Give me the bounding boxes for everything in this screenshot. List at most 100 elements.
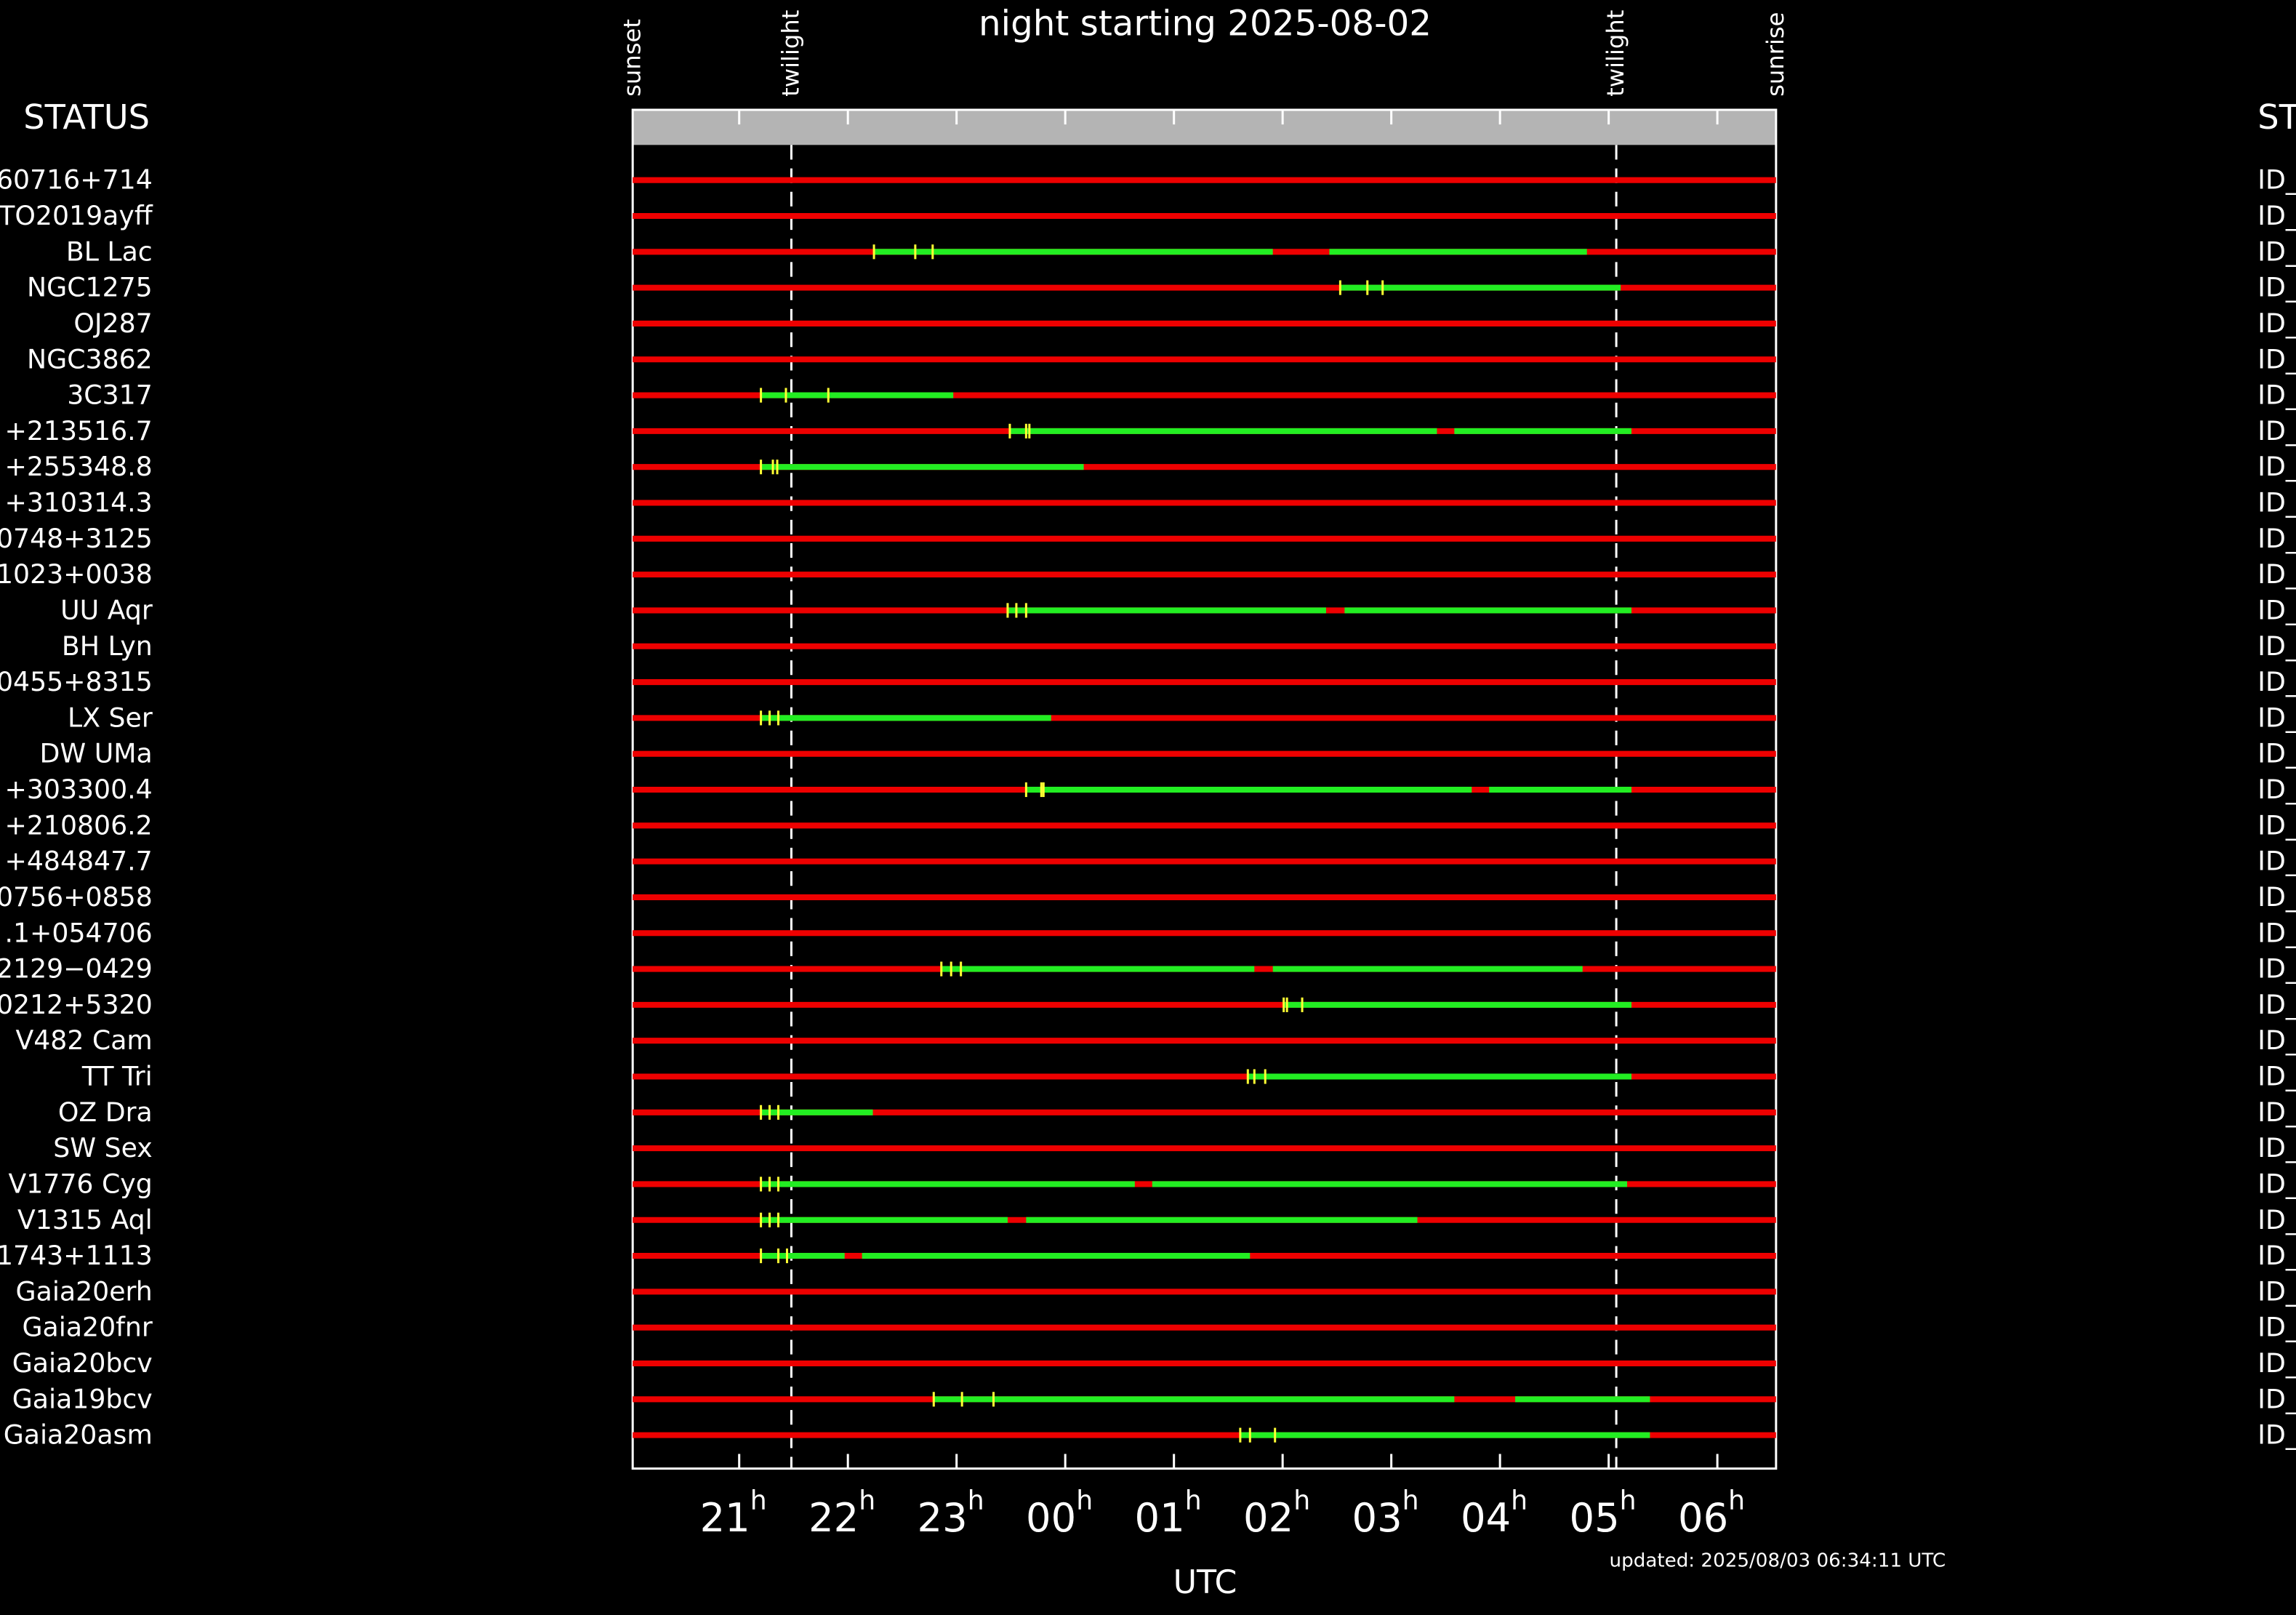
row-id: ID_ [2257, 989, 2296, 1020]
x-tick-unit: h [1511, 1485, 1528, 1516]
x-tick-value: 00 [1026, 1495, 1076, 1541]
event-label: sunset [618, 19, 646, 97]
x-tick-label: 23h [918, 1485, 984, 1541]
row-id: ID_ [2257, 1204, 2296, 1235]
segment [1340, 284, 1621, 291]
x-tick-unit: h [1076, 1485, 1093, 1516]
row-id: ID_ [2257, 702, 2296, 733]
segment [941, 966, 1255, 972]
row-name: 0455+8315 [0, 666, 153, 697]
x-tick-label: 00h [1026, 1485, 1093, 1541]
x-tick-unit: h [1293, 1485, 1310, 1516]
row-id: ID_ [2257, 415, 2296, 446]
x-tick-value: 04 [1461, 1495, 1511, 1541]
row-name: .1+054706 [4, 917, 152, 948]
row-name: OZ Dra [58, 1097, 153, 1128]
segment [1515, 1396, 1650, 1403]
row-id: ID_ [2257, 846, 2296, 877]
x-tick-value: 23 [918, 1495, 968, 1541]
row-id: ID_ [2257, 881, 2296, 913]
row-name: V1776 Cyg [8, 1168, 152, 1199]
row-id: ID_ [2257, 1061, 2296, 1092]
row-id: ID_ [2257, 1097, 2296, 1128]
segment [1152, 1181, 1628, 1187]
row-id: ID_ [2257, 200, 2296, 231]
segment [760, 392, 954, 398]
row-id: ID_ [2257, 164, 2296, 196]
row-id: ID_ [2257, 558, 2296, 590]
segment [1009, 428, 1437, 434]
x-tick-label: 02h [1243, 1485, 1310, 1541]
x-tick-unit: h [750, 1485, 767, 1516]
row-id: ID_ [2257, 1347, 2296, 1379]
row-name: Gaia20fnr [22, 1312, 152, 1343]
row-name: BL Lac [66, 236, 153, 267]
segment [760, 1109, 873, 1115]
row-name: Gaia20asm [4, 1419, 153, 1451]
x-tick-unit: h [1185, 1485, 1202, 1516]
row-id: ID_ [2257, 917, 2296, 948]
row-name: TT Tri [81, 1061, 153, 1092]
row-name: 0748+3125 [0, 523, 153, 554]
row-id: ID_ [2257, 594, 2296, 625]
row-name: 0212+5320 [0, 989, 153, 1020]
x-tick-label: 01h [1135, 1485, 1202, 1541]
chart-title: night starting 2025-08-02 [979, 3, 1432, 44]
row-name: 2129−0429 [0, 953, 153, 985]
x-tick-unit: h [859, 1485, 875, 1516]
segment [1454, 428, 1632, 434]
segment [1026, 1217, 1418, 1223]
x-axis-label: UTC [1173, 1564, 1237, 1601]
row-id: ID_ [2257, 738, 2296, 769]
x-tick-value: 01 [1135, 1495, 1185, 1541]
segment [760, 464, 1084, 470]
row-id: ID_ [2257, 343, 2296, 374]
x-tick-label: 21h [700, 1485, 767, 1541]
x-tick-value: 21 [700, 1495, 750, 1541]
segment [1489, 786, 1632, 793]
segment [934, 1396, 1455, 1403]
row-name: +213516.7 [4, 415, 152, 446]
x-tick-label: 04h [1461, 1485, 1528, 1541]
row-id: ID_ [2257, 1419, 2296, 1451]
row-id: ID_ [2257, 953, 2296, 985]
x-tick-value: 05 [1569, 1495, 1619, 1541]
segment [1026, 786, 1472, 793]
row-name: +255348.8 [4, 451, 152, 482]
event-label: twilight [1602, 10, 1629, 97]
top-band [633, 110, 1776, 145]
x-tick-unit: h [1728, 1485, 1745, 1516]
row-name: Gaia19bcv [12, 1383, 153, 1414]
row-name: +484847.7 [4, 846, 152, 877]
segment [862, 1253, 1251, 1259]
row-name: 1743+1113 [0, 1240, 153, 1271]
row-id: ID_ [2257, 630, 2296, 662]
x-tick-label: 05h [1569, 1485, 1636, 1541]
row-id: ID_ [2257, 1312, 2296, 1343]
segment [760, 715, 1051, 721]
row-name: NGC1275 [27, 272, 153, 303]
row-name: +310314.3 [4, 487, 152, 518]
row-name: TO2019ayff [0, 200, 153, 231]
left-header: STATUS [23, 97, 150, 137]
row-name: 0756+0858 [0, 881, 153, 913]
segment [760, 1181, 1135, 1187]
row-id: ID_ [2257, 308, 2296, 339]
x-tick-label: 03h [1352, 1485, 1419, 1541]
row-id: ID_ [2257, 666, 2296, 697]
segment [760, 1253, 845, 1259]
segment [1248, 1073, 1632, 1080]
x-tick-value: 22 [808, 1495, 859, 1541]
x-tick-label: 22h [808, 1485, 875, 1541]
row-id: ID_ [2257, 1168, 2296, 1199]
row-name: 1023+0038 [0, 558, 153, 590]
row-id: ID_ [2257, 1383, 2296, 1414]
row-name: LX Ser [68, 702, 153, 733]
row-name: DW UMa [40, 738, 153, 769]
segment [1329, 249, 1587, 255]
row-name: Gaia20erh [16, 1275, 153, 1307]
row-id: ID_ [2257, 1132, 2296, 1163]
segment [760, 1217, 1008, 1223]
